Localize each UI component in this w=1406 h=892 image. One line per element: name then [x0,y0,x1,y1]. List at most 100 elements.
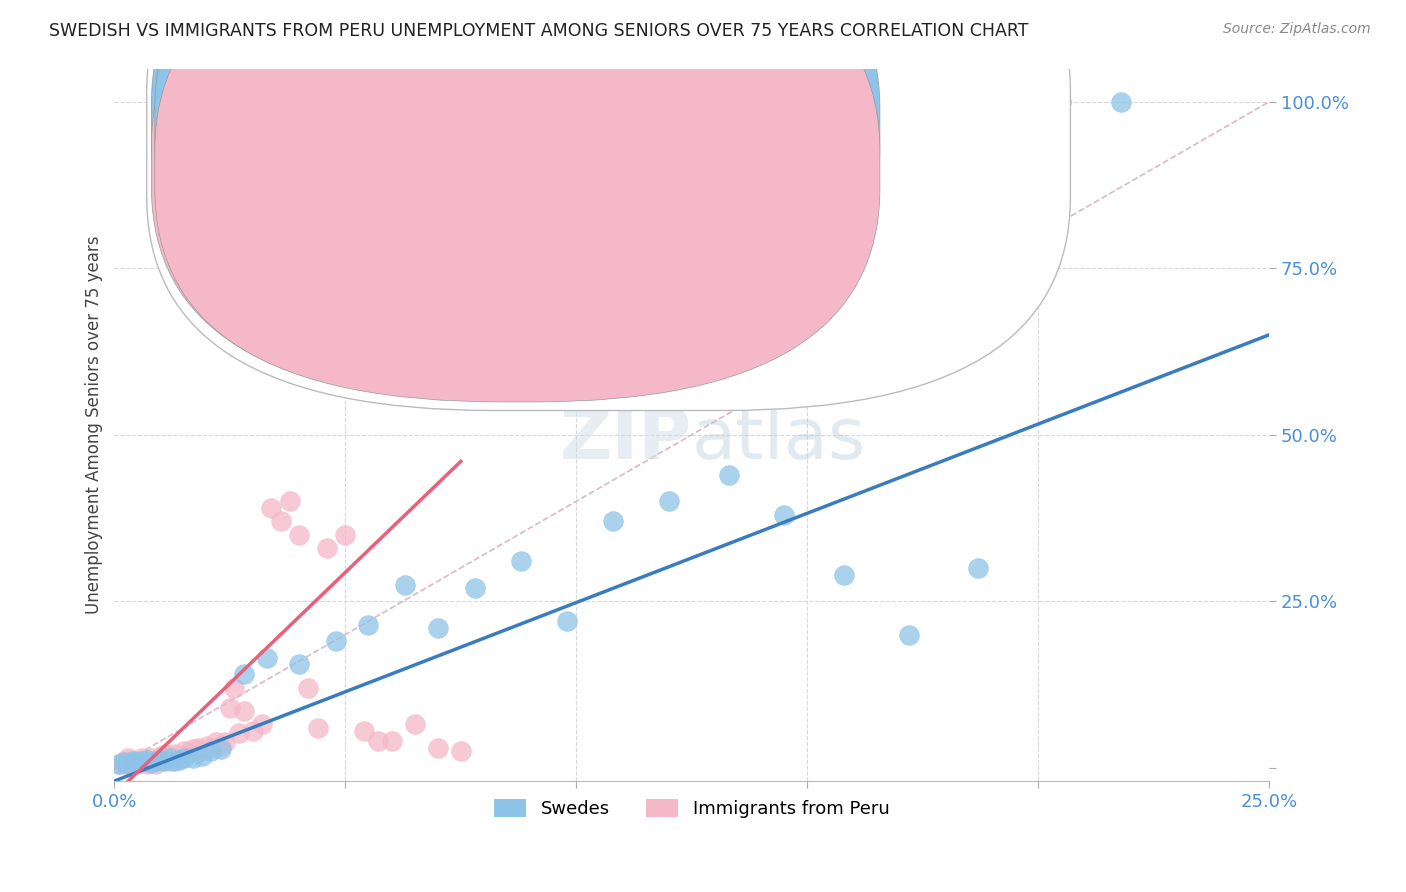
Point [173,750,195,764]
Point [117,756,139,771]
Point [325,375,347,389]
Point [602,514,624,528]
Point [127,756,149,770]
Text: R = 0.598: R = 0.598 [541,113,631,131]
Point [149,748,172,763]
Point [163,753,186,767]
Point [145,753,167,767]
Point [464,581,486,595]
Point [159,754,181,768]
Point [426,621,449,635]
Point [112,757,135,772]
Point [163,754,186,768]
Point [717,467,740,482]
Point [135,753,157,767]
FancyBboxPatch shape [155,0,880,359]
Point [367,734,389,748]
Point [224,681,246,695]
Point [256,650,278,665]
Point [131,754,153,768]
FancyBboxPatch shape [152,0,879,357]
Point [404,717,426,731]
Point [357,617,380,632]
Legend: Swedes, Immigrants from Peru: Swedes, Immigrants from Peru [486,791,897,825]
Point [209,742,232,756]
Point [260,500,283,515]
Point [191,744,214,758]
Point [242,724,264,739]
Point [131,756,153,770]
Point [155,747,177,762]
Point [181,750,204,764]
Point [127,754,149,768]
FancyBboxPatch shape [155,0,880,402]
Point [270,514,292,528]
Point [288,657,311,672]
Point [135,753,157,767]
Point [343,361,366,376]
Text: ZIP: ZIP [560,404,692,474]
Point [173,744,195,758]
Point [195,739,218,754]
Point [141,756,163,770]
Point [149,754,172,768]
Point [509,554,531,568]
FancyBboxPatch shape [152,0,879,400]
Point [232,667,254,681]
Point [658,494,681,508]
Point [159,750,181,764]
Point [145,754,167,768]
Point [205,735,228,749]
Point [112,754,135,768]
Point [897,627,920,641]
Point [380,734,402,748]
Point [832,567,855,582]
Point [127,757,149,772]
Point [200,740,222,755]
Point [181,742,204,756]
Point [155,754,177,768]
Point [325,634,347,648]
Point [177,746,200,760]
Point [209,739,232,754]
Point [131,750,153,764]
Point [122,753,145,767]
Point [353,724,375,739]
Point [967,561,990,575]
Point [1109,95,1132,109]
Point [555,614,578,628]
FancyBboxPatch shape [146,0,1070,410]
Point [167,753,190,767]
Point [122,754,145,768]
Point [426,740,449,755]
Point [773,508,796,522]
Point [394,577,416,591]
Point [278,494,301,508]
Point [1050,95,1073,109]
Point [335,527,357,541]
Point [117,750,139,764]
Text: N = 38: N = 38 [657,113,720,131]
Point [288,527,311,541]
Point [145,757,167,772]
Point [218,700,240,714]
Point [450,744,472,758]
Point [108,757,131,772]
Point [163,747,186,762]
Point [307,721,329,735]
Text: Source: ZipAtlas.com: Source: ZipAtlas.com [1223,22,1371,37]
Y-axis label: Unemployment Among Seniors over 75 years: Unemployment Among Seniors over 75 years [86,235,103,614]
Point [149,753,172,767]
Text: atlas: atlas [692,404,866,474]
Point [122,756,145,771]
Point [232,704,254,718]
Point [141,756,163,770]
Point [315,541,337,555]
Point [200,744,222,758]
Point [135,757,157,772]
Point [250,717,273,731]
Point [117,756,139,770]
Point [108,757,131,772]
Point [159,748,181,763]
Point [191,748,214,763]
